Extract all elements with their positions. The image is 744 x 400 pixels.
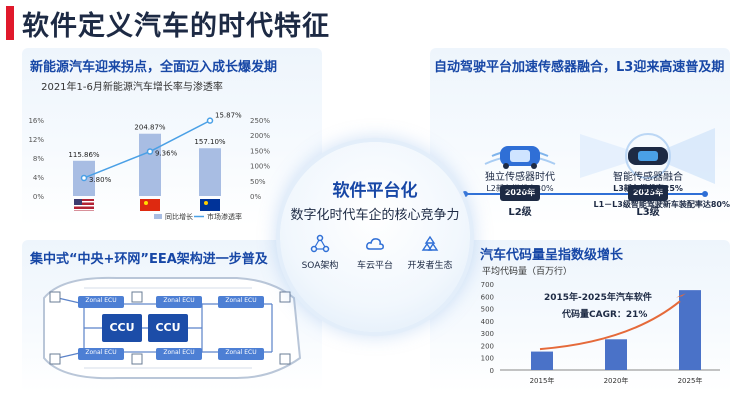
nev-penetration-point — [146, 148, 154, 155]
nev-left-tick-label: 8% — [33, 155, 44, 163]
nev-legend-bar-label: 同比增长 — [165, 212, 193, 221]
nev-left-tick-label: 16% — [28, 117, 44, 125]
page-title: 软件定义汽车的时代特征 — [22, 11, 330, 42]
code-y-tick-label: 500 — [481, 306, 494, 314]
nev-chart-subtitle: 2021年1-6月新能源汽车增长率与渗透率 — [41, 82, 223, 93]
code-bar — [605, 339, 627, 370]
panel-adas-title: 自动驾驶平台加速传感器融合，L3迎来高速普及期 — [434, 60, 725, 75]
nev-right-tick-label: 150% — [250, 147, 270, 155]
code-y-tick-label: 700 — [481, 281, 494, 289]
milestone-year-2025: 2025年 — [632, 188, 664, 197]
title-accent-bar — [6, 6, 14, 40]
code-x-tick-label: 2020年 — [604, 376, 629, 385]
panel-adas: 自动驾驶平台加速传感器融合，L3迎来高速普及期 2020年 2025年 L2级 … — [430, 48, 730, 226]
panel-code: 汽车代码量呈指数级增长 平均代码量（百万行） 0 100 200 300 400 500 6… — [430, 240, 730, 392]
ecu-label-3: Zonal ECU — [85, 349, 117, 356]
panel-nev-title: 新能源汽车迎来拐点，全面迈入成长爆发期 — [30, 60, 278, 75]
ccu-box-1 — [102, 314, 142, 342]
milestone-l3-text: L3级 — [598, 203, 698, 218]
panel-nev: 新能源汽车迎来拐点，全面迈入成长爆发期 2021年1-6月新能源汽车增长率与渗透… — [22, 48, 322, 226]
panel-eea: 集中式“中央+环网”EEA架构进一步普及 CCU CCU Zonal EC — [22, 240, 322, 392]
code-y-tick-label: 300 — [481, 330, 494, 338]
eea-car-diagram — [43, 276, 302, 380]
cloud-icon — [366, 238, 384, 250]
ecu-label-2: Zonal ECU — [163, 297, 195, 304]
center-item-label: 车云平台 — [356, 261, 393, 271]
milestone-year-2020: 2020年 — [504, 188, 536, 197]
nev-penetration-label: 9.36% — [155, 150, 178, 158]
adas-illustration — [462, 128, 715, 201]
code-y-tick-label: 400 — [481, 318, 494, 326]
ecu-label-5: Zonal ECU — [225, 297, 257, 304]
nev-left-tick-label: 12% — [28, 136, 44, 144]
nev-left-tick-label: 0% — [33, 193, 44, 201]
milestone-level-l3-label: L3级 — [636, 207, 660, 218]
l3-car-icon — [580, 128, 715, 184]
nev-right-tick-label: 100% — [250, 163, 270, 171]
code-note-line2: 代码量CAGR：21% — [562, 310, 648, 320]
center-item-label: SOA架构 — [301, 261, 339, 271]
nev-growth-label: 204.87% — [134, 124, 165, 132]
nev-penetration-point — [80, 174, 88, 182]
code-bar — [531, 351, 553, 370]
center-item-cloud: 车云平台 — [345, 234, 405, 271]
code-bar — [679, 290, 701, 370]
nev-right-tick-label: 50% — [250, 178, 266, 186]
nev-growth-label: 157.10% — [194, 138, 225, 146]
ccu-box-2 — [148, 314, 188, 342]
nev-penetration-label: 3.80% — [89, 176, 112, 184]
panel-code-title: 汽车代码量呈指数级增长 — [480, 248, 624, 263]
code-y-tick-label: 0 — [490, 367, 494, 375]
center-item-soa: SOA架构 — [290, 234, 350, 271]
nev-legend-bar-swatch — [154, 214, 162, 219]
ecu-label-6: Zonal ECU — [225, 349, 257, 356]
milestone-note-l2: L2新车搭载率30% — [486, 184, 554, 193]
ccu-label-2: CCU — [155, 321, 181, 334]
nev-right-tick-label: 250% — [250, 117, 270, 125]
nev-right-tick-label: 0% — [250, 193, 261, 201]
adas-footnote: L1－L3级智能驾驶新车装配率达80% — [593, 200, 730, 209]
nev-penetration-label: 15.87% — [215, 112, 242, 120]
eu-flag-icon — [200, 199, 220, 211]
milestone-l2-text: L2级 — [470, 203, 570, 218]
ecu-label-1: Zonal ECU — [85, 297, 117, 304]
nev-growth-bar — [139, 133, 161, 196]
code-x-tick-label: 2015年 — [530, 376, 555, 385]
center-title: 软件平台化 — [332, 181, 418, 201]
nev-chart: 0% 4% 8% 12% 16% 0% 50% 100% 150% 200% 250% 115.86%… — [28, 112, 270, 221]
nev-growth-bar — [199, 148, 221, 196]
center-item-ecosystem: 开发者生态 — [400, 234, 460, 271]
recycle-icon — [421, 235, 439, 251]
nev-left-tick-label: 4% — [33, 174, 44, 182]
milestone-level-l2-label: L2级 — [508, 207, 532, 218]
code-note-line1: 2015年-2025年汽车软件 — [544, 293, 652, 303]
code-trend-arrow — [539, 300, 681, 351]
code-y-tick-label: 600 — [481, 293, 494, 301]
milestone-desc-l3: 智能传感器融合 — [613, 172, 683, 183]
nev-right-tick-label: 200% — [250, 132, 270, 140]
us-flag-icon — [74, 199, 94, 211]
milestone-desc-l2: 独立传感器时代 — [485, 172, 555, 183]
network-icon — [310, 234, 330, 253]
l2-car-icon — [484, 146, 556, 169]
code-x-tick-label: 2025年 — [678, 376, 703, 385]
milestone-note-l3: L3新车搭载率25% — [613, 184, 683, 193]
nev-penetration-point — [206, 117, 214, 124]
ccu-label-1: CCU — [109, 321, 135, 334]
nev-growth-label: 115.86% — [68, 151, 99, 159]
center-software-platform: 软件平台化 数字化时代车企的核心竞争力 SOA架构 车云平台 开发者生态 — [280, 142, 470, 332]
cn-flag-icon — [140, 199, 160, 211]
center-item-label: 开发者生态 — [407, 261, 453, 271]
code-y-tick-label: 200 — [481, 342, 494, 350]
nev-legend-line-label: 市场渗透率 — [207, 212, 242, 221]
panel-eea-title: 集中式“中央+环网”EEA架构进一步普及 — [30, 252, 268, 267]
code-chart: 0 100 200 300 400 500 600 700 2015年 2020年 2025年 — [481, 281, 720, 385]
center-subtitle: 数字化时代车企的核心竞争力 — [290, 208, 460, 223]
ecu-label-4: Zonal ECU — [163, 349, 195, 356]
code-y-tick-label: 100 — [481, 355, 494, 363]
code-chart-unit: 平均代码量（百万行） — [482, 267, 573, 277]
